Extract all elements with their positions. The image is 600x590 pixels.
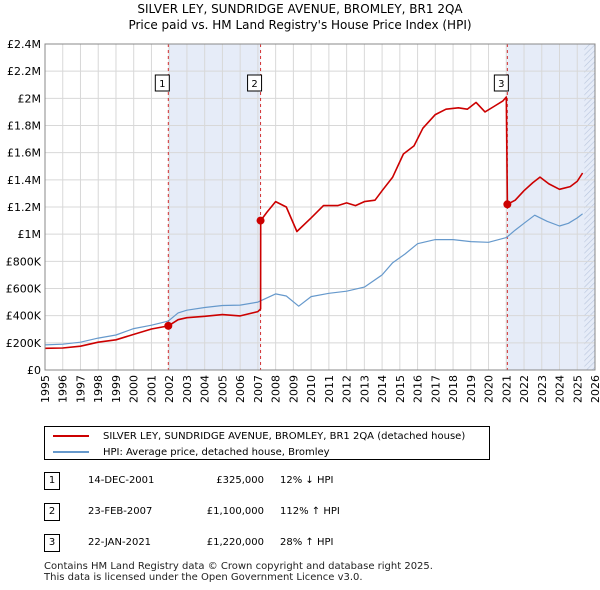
x-tick-label: 2002: [163, 375, 176, 403]
x-tick-label: 2014: [376, 375, 389, 403]
footer-copyright: Contains HM Land Registry data © Crown c…: [44, 561, 433, 572]
x-tick-label: 1999: [110, 375, 123, 403]
x-tick-label: 2012: [341, 375, 354, 403]
x-tick-label: 2000: [128, 375, 141, 403]
sale-hpi-change: 28% ↑ HPI: [280, 537, 334, 548]
sale-price: £1,100,000: [206, 506, 264, 517]
x-tick-label: 1997: [74, 375, 87, 403]
y-tick-label: £1.8M: [7, 120, 41, 133]
sale-point: [503, 200, 512, 209]
sale-price: £325,000: [216, 475, 264, 486]
x-tick-label: 2007: [252, 375, 265, 403]
x-tick-label: 2003: [181, 375, 194, 403]
x-tick-label: 2023: [536, 375, 549, 403]
x-tick-label: 2022: [518, 375, 531, 403]
x-tick-label: 2016: [412, 375, 425, 403]
sale-number-badge: 2: [44, 503, 60, 521]
x-tick-label: 2010: [305, 375, 318, 403]
legend-label-property: SILVER LEY, SUNDRIDGE AVENUE, BROMLEY, B…: [103, 430, 466, 442]
legend-swatch-property: [53, 435, 89, 437]
legend-label-hpi: HPI: Average price, detached house, Brom…: [103, 446, 330, 458]
y-tick-label: £600K: [6, 283, 42, 296]
x-tick-label: 2006: [234, 375, 247, 403]
x-tick-label: 2009: [287, 375, 300, 403]
chart-subtitle: Price paid vs. HM Land Registry's House …: [128, 18, 472, 32]
sale-marker-label: 3: [498, 79, 504, 90]
y-tick-label: £0: [27, 364, 41, 377]
sale-row: 3 22-JAN-2021 £1,220,000 28% ↑ HPI: [44, 534, 444, 552]
y-tick-label: £1.2M: [7, 201, 41, 214]
chart-title: SILVER LEY, SUNDRIDGE AVENUE, BROMLEY, B…: [137, 2, 463, 16]
x-tick-label: 1996: [57, 375, 70, 403]
sale-marker-label: 2: [251, 79, 257, 90]
footer: Contains HM Land Registry data © Crown c…: [44, 561, 433, 583]
y-tick-label: £1.4M: [7, 174, 41, 187]
x-tick-label: 2008: [270, 375, 283, 403]
x-tick-label: 2018: [447, 375, 460, 403]
price-chart: £0 £200K £400K £600K £800K £1M £1.2M £1.4M £1.6M…: [6, 38, 600, 403]
x-tick-label: 2025: [571, 375, 584, 403]
x-tick-label: 2004: [199, 375, 212, 403]
x-tick-label: 2021: [500, 375, 513, 403]
x-tick-label: 2001: [145, 375, 158, 403]
sale-point: [256, 216, 265, 225]
y-tick-label: £2.4M: [7, 38, 41, 51]
x-tick-label: 2015: [394, 375, 407, 403]
legend-item-property: SILVER LEY, SUNDRIDGE AVENUE, BROMLEY, B…: [53, 429, 465, 443]
series-line-hpi: [44, 213, 583, 346]
sale-hpi-change: 112% ↑ HPI: [280, 506, 340, 517]
x-tick-label: 2019: [465, 375, 478, 403]
y-tick-label: £1M: [18, 228, 42, 241]
x-tick-label: 2026: [589, 375, 600, 403]
x-tick-label: 2013: [358, 375, 371, 403]
sale-number-badge: 3: [44, 534, 60, 552]
x-tick-label: 1998: [92, 375, 105, 403]
y-tick-label: £2.2M: [7, 65, 41, 78]
sale-marker-label: 1: [159, 79, 165, 90]
plot-frame: [44, 43, 596, 371]
legend: SILVER LEY, SUNDRIDGE AVENUE, BROMLEY, B…: [44, 426, 490, 460]
series-line-property: [44, 96, 584, 350]
sale-marker-box: [493, 74, 509, 92]
legend-item-hpi: HPI: Average price, detached house, Brom…: [53, 445, 330, 459]
sale-hpi-change: 12% ↓ HPI: [280, 475, 334, 486]
sale-row: 2 23-FEB-2007 £1,100,000 112% ↑ HPI: [44, 503, 444, 521]
sale-marker-box: [154, 74, 170, 92]
y-tick-label: £1.6M: [7, 147, 41, 160]
y-tick-label: £200K: [6, 337, 42, 350]
sale-number-badge: 1: [44, 472, 60, 490]
y-tick-label: £800K: [6, 255, 42, 268]
x-tick-label: 1995: [39, 375, 52, 403]
x-tick-label: 2011: [323, 375, 336, 403]
x-tick-label: 2024: [554, 375, 567, 403]
footer-licence: This data is licensed under the Open Gov…: [44, 572, 363, 583]
y-tick-label: £400K: [6, 310, 42, 323]
sale-marker-box: [247, 74, 263, 92]
sale-date: 23-FEB-2007: [88, 506, 153, 517]
x-tick-label: 2017: [429, 375, 442, 403]
legend-swatch-hpi: [53, 451, 89, 453]
sale-price: £1,220,000: [206, 537, 264, 548]
x-tick-label: 2005: [216, 375, 229, 403]
y-tick-label: £2M: [18, 92, 42, 105]
sale-row: 1 14-DEC-2001 £325,000 12% ↓ HPI: [44, 472, 444, 490]
sale-date: 22-JAN-2021: [88, 537, 152, 548]
sale-point: [164, 321, 173, 330]
sale-date: 14-DEC-2001: [88, 475, 155, 486]
x-tick-label: 2020: [483, 375, 496, 403]
